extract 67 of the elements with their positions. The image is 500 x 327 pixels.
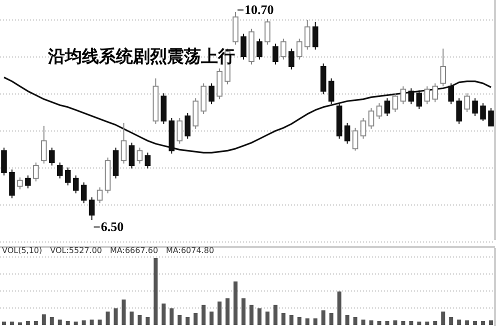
bar [138, 314, 142, 325]
bar [297, 316, 302, 325]
bar [473, 320, 478, 325]
bar [361, 320, 366, 325]
bar [385, 320, 390, 325]
bar [257, 308, 262, 325]
bar [457, 320, 462, 325]
bar [202, 304, 206, 325]
bar [146, 316, 150, 325]
bar [242, 298, 246, 325]
bar [90, 320, 94, 325]
bar [281, 312, 286, 325]
bar [289, 314, 294, 325]
bar [194, 312, 198, 325]
bar [377, 320, 382, 325]
bar [170, 308, 174, 325]
bar [98, 320, 102, 325]
bar [2, 322, 6, 325]
text: MA:6074.80 [166, 246, 214, 255]
bar [162, 304, 166, 325]
bar [50, 316, 54, 325]
bar [34, 320, 38, 325]
bar [178, 314, 182, 325]
bar [218, 302, 222, 325]
annotation: 沿均线系统剧烈震荡上行 [47, 47, 235, 66]
bar [226, 298, 230, 325]
bar [18, 322, 22, 325]
bar [401, 320, 406, 325]
bar [273, 304, 278, 325]
bar [130, 312, 134, 325]
bar [353, 316, 358, 325]
bar [313, 318, 318, 325]
bar [465, 320, 470, 325]
bar [66, 320, 70, 325]
bar [106, 312, 110, 325]
text: VOL(5,10) [2, 246, 42, 255]
text: VOL:5527.00 [50, 246, 102, 255]
bar [321, 310, 326, 325]
annotation: 6.50 [100, 219, 124, 234]
bar [441, 312, 446, 325]
bar [489, 320, 494, 325]
bar [337, 292, 342, 325]
bar [449, 316, 454, 325]
bar [409, 320, 414, 325]
bar [417, 322, 422, 325]
bar [154, 258, 158, 325]
bar [305, 318, 310, 325]
bar [265, 312, 270, 325]
bar [74, 322, 78, 325]
bar [433, 320, 438, 325]
bar [210, 312, 214, 325]
bar [42, 314, 46, 325]
bar [82, 320, 86, 325]
bar [58, 320, 62, 325]
bar [10, 322, 14, 325]
text: MA:6667.60 [110, 246, 158, 255]
bar [393, 320, 398, 325]
bar [249, 304, 254, 325]
bar [186, 316, 190, 325]
bar [26, 320, 30, 325]
bar [345, 314, 350, 325]
bar [114, 308, 118, 325]
annotation: 10.70 [244, 2, 274, 17]
bar [425, 322, 430, 325]
bar [329, 312, 334, 325]
bar [234, 281, 238, 325]
bar [481, 320, 486, 325]
